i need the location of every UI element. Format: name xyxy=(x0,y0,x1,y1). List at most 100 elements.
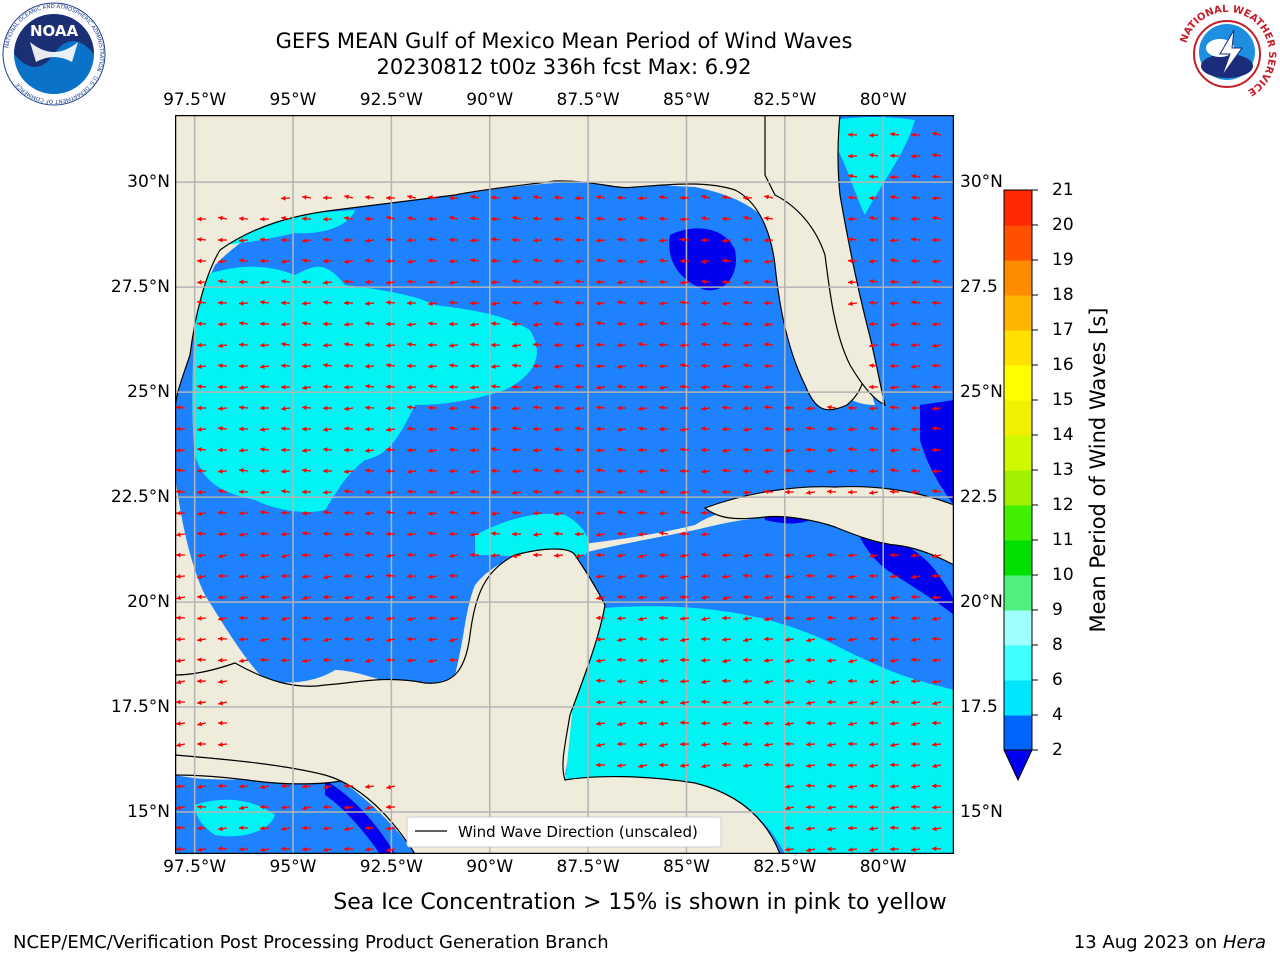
wave-direction-arrow xyxy=(868,657,879,663)
wave-direction-arrow xyxy=(889,574,900,579)
wave-direction-arrow xyxy=(616,321,627,327)
wave-direction-arrow xyxy=(721,574,732,580)
wave-direction-arrow xyxy=(826,721,837,726)
wave-direction-arrow xyxy=(868,468,879,474)
wave-direction-arrow xyxy=(428,342,437,348)
wave-direction-arrow xyxy=(616,657,627,663)
wave-direction-arrow xyxy=(217,720,228,726)
wave-direction-arrow xyxy=(512,215,522,221)
wave-direction-arrow xyxy=(553,299,564,305)
wave-direction-arrow xyxy=(470,363,479,369)
lon-label: 87.5°W xyxy=(556,90,620,110)
wave-direction-arrow xyxy=(532,238,543,243)
wave-direction-arrow xyxy=(406,573,417,579)
wave-direction-arrow xyxy=(365,805,375,811)
wave-direction-arrow xyxy=(301,342,312,348)
wave-direction-arrow xyxy=(238,532,249,538)
wave-direction-arrow xyxy=(448,258,459,264)
wave-direction-arrow xyxy=(322,447,333,452)
wave-direction-arrow xyxy=(281,553,291,559)
wave-direction-arrow xyxy=(427,552,438,558)
wave-direction-arrow xyxy=(638,215,648,221)
wave-direction-arrow xyxy=(847,195,858,200)
wave-direction-arrow xyxy=(869,152,879,158)
wave-direction-arrow xyxy=(196,427,207,432)
wave-direction-arrow xyxy=(763,658,774,663)
wave-direction-arrow xyxy=(491,216,500,222)
wave-direction-arrow xyxy=(868,195,879,201)
wave-direction-arrow xyxy=(574,447,585,453)
wave-direction-arrow xyxy=(343,279,354,284)
wave-direction-arrow xyxy=(742,405,753,411)
wave-direction-arrow xyxy=(301,363,312,369)
wave-direction-arrow xyxy=(343,259,354,264)
wave-direction-arrow xyxy=(343,510,354,516)
wave-direction-arrow xyxy=(301,489,312,495)
wave-direction-arrow xyxy=(407,616,417,622)
wave-direction-arrow xyxy=(931,174,942,180)
wave-direction-arrow xyxy=(280,363,291,369)
wave-direction-arrow xyxy=(763,720,774,726)
wave-direction-arrow xyxy=(868,237,879,243)
wave-direction-arrow xyxy=(679,720,690,726)
wave-direction-arrow xyxy=(469,216,480,221)
wave-direction-arrow xyxy=(469,237,480,243)
footer-producer: NCEP/EMC/Verification Post Processing Pr… xyxy=(13,932,609,953)
wave-direction-arrow xyxy=(932,763,942,769)
wave-direction-arrow xyxy=(175,615,186,621)
wave-direction-arrow xyxy=(721,699,732,705)
wave-direction-arrow xyxy=(281,826,291,832)
wave-direction-arrow xyxy=(805,573,816,579)
wave-direction-arrow xyxy=(763,279,774,285)
wave-direction-arrow xyxy=(658,552,669,558)
wave-direction-arrow xyxy=(238,448,249,453)
wave-direction-arrow xyxy=(238,615,249,621)
lon-label: 85°W xyxy=(662,857,710,877)
wave-direction-arrow xyxy=(343,805,354,810)
wave-direction-arrow xyxy=(364,615,375,621)
wave-direction-arrow xyxy=(868,258,879,264)
wave-direction-arrow xyxy=(890,552,899,558)
wave-direction-arrow xyxy=(743,637,753,643)
colorbar-segment xyxy=(1004,330,1032,366)
lon-label: 82.5°W xyxy=(753,857,817,877)
wave-direction-arrow xyxy=(805,826,816,831)
wave-direction-arrow xyxy=(448,363,459,368)
wave-direction-arrow xyxy=(763,237,774,243)
wave-direction-arrow xyxy=(889,322,900,328)
wave-direction-arrow xyxy=(637,657,648,663)
wave-direction-arrow xyxy=(406,259,417,265)
wave-direction-arrow xyxy=(742,363,753,368)
wave-direction-arrow xyxy=(868,343,879,348)
lon-label: 90°W xyxy=(466,90,514,110)
wave-direction-arrow xyxy=(847,258,858,264)
wave-direction-arrow xyxy=(596,426,605,432)
wave-direction-arrow xyxy=(638,679,648,685)
wave-direction-arrow xyxy=(197,784,207,790)
colorbar-segment xyxy=(1004,295,1032,331)
wave-direction-arrow xyxy=(532,258,543,263)
wave-direction-arrow xyxy=(197,741,206,747)
wave-direction-arrow xyxy=(784,825,795,831)
wave-direction-arrow xyxy=(932,215,942,221)
wave-direction-arrow xyxy=(469,426,480,432)
wave-direction-arrow xyxy=(595,468,606,473)
wave-direction-arrow xyxy=(889,131,900,137)
wave-direction-arrow xyxy=(385,616,396,621)
wave-direction-arrow xyxy=(365,825,374,831)
wave-direction-arrow xyxy=(637,406,648,411)
wave-direction-arrow xyxy=(427,279,438,285)
wave-direction-arrow xyxy=(406,322,417,327)
wave-direction-arrow xyxy=(868,278,879,284)
wave-direction-arrow xyxy=(637,300,648,306)
wave-direction-arrow xyxy=(700,384,711,390)
wave-direction-arrow xyxy=(532,489,543,495)
wave-direction-arrow xyxy=(658,699,669,705)
wave-direction-arrow xyxy=(595,216,606,222)
wave-direction-arrow xyxy=(742,763,753,769)
lat-label: 30°N xyxy=(960,172,1003,193)
wave-direction-arrow xyxy=(700,237,711,243)
footer-machine: Hera xyxy=(1222,932,1266,953)
wave-direction-arrow xyxy=(196,216,207,222)
wave-direction-arrow xyxy=(595,574,606,579)
